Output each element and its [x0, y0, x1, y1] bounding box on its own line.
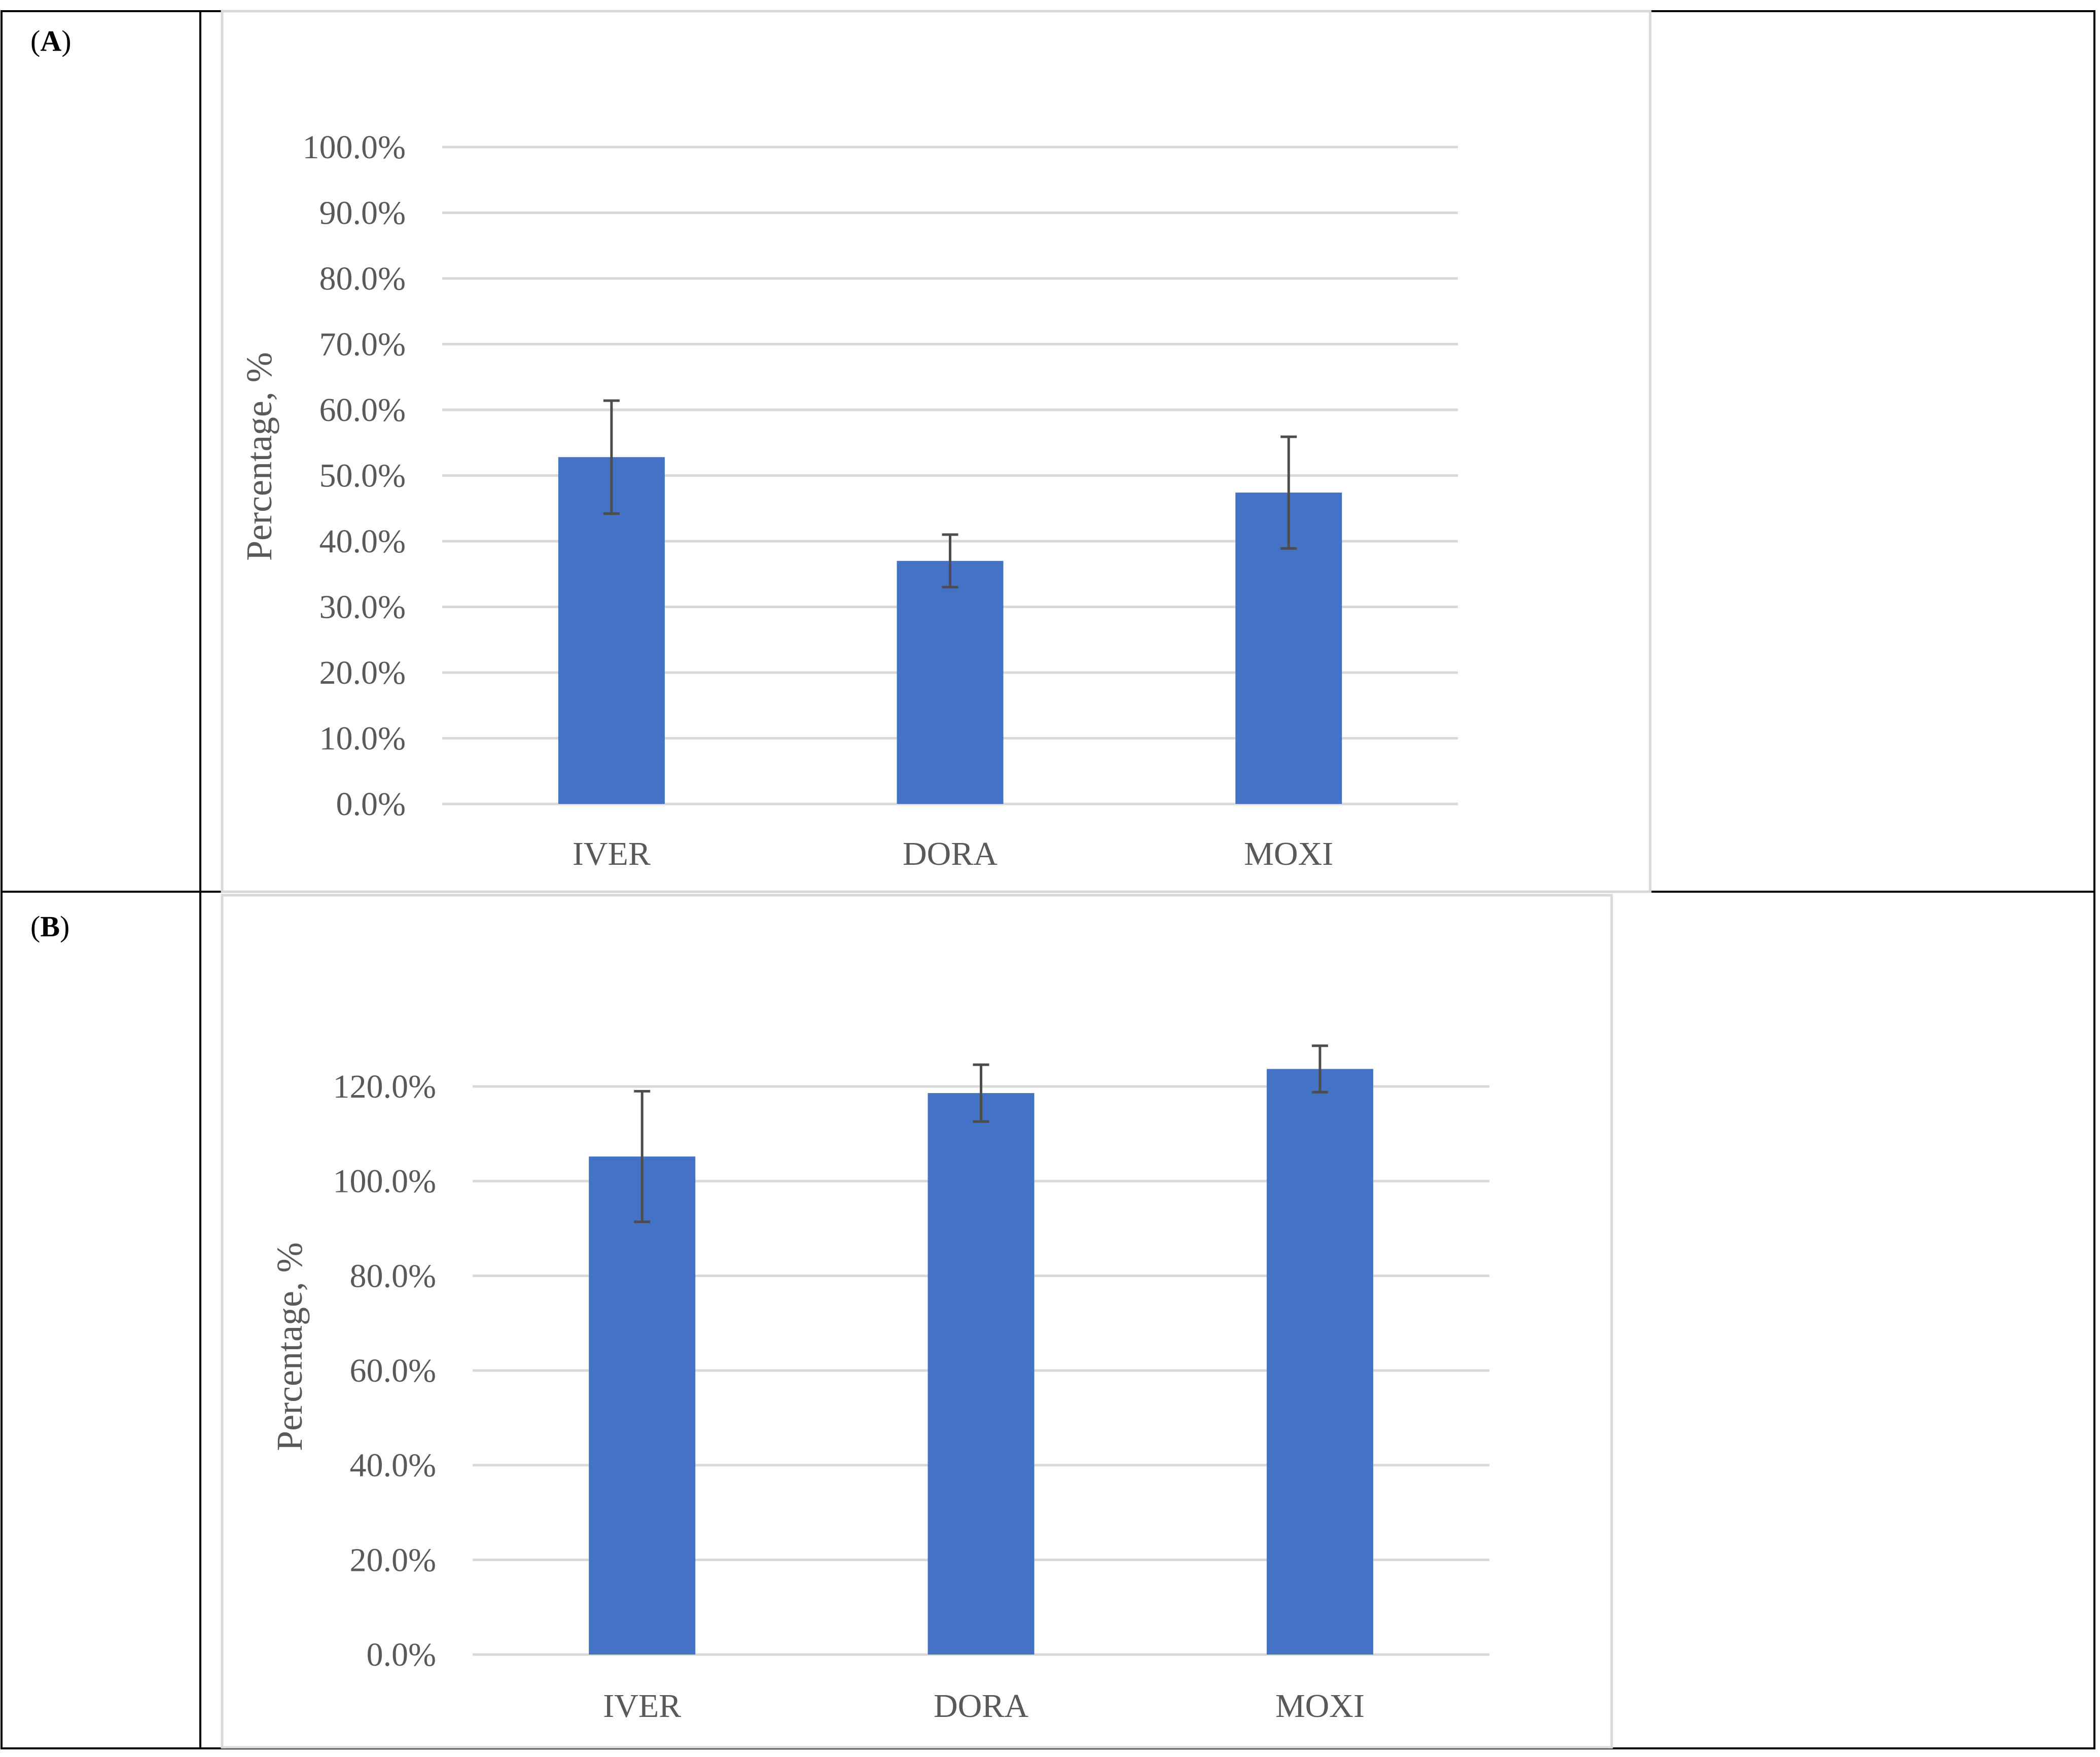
bar-dora	[897, 560, 1004, 804]
chart-a-bars	[558, 457, 1342, 804]
chart-b-bars	[589, 1069, 1373, 1655]
y-tick-label: 100.0%	[303, 129, 406, 166]
category-label-moxi: MOXI	[1275, 1688, 1365, 1725]
error-bar-moxi	[1311, 1044, 1328, 1094]
y-tick-label: 20.0%	[319, 654, 406, 691]
panel-a-letter: A	[40, 24, 61, 57]
chart-b: 0.0% 20.0% 40.0% 60.0% 80.0% 100.0% 120.0% IVE…	[221, 894, 1613, 1749]
y-tick-label: 120.0%	[333, 1068, 436, 1105]
y-tick-label: 40.0%	[350, 1447, 436, 1484]
category-label-dora: DORA	[934, 1688, 1028, 1725]
y-tick-label: 50.0%	[319, 458, 406, 495]
chart-b-area	[221, 894, 1613, 1749]
chart-a: 0.0% 10.0% 20.0% 30.0% 40.0% 50.0% 60.0% 70.0% 8…	[221, 10, 1652, 893]
bar-moxi	[1266, 1069, 1373, 1655]
chart-b-y-ticks: 0.0% 20.0% 40.0% 60.0% 80.0% 100.0% 120.0%	[333, 1068, 436, 1673]
panel-label-b: (B)	[30, 910, 69, 943]
panel-label-a: (A)	[30, 24, 72, 57]
category-label-moxi: MOXI	[1244, 835, 1333, 872]
error-bar-moxi	[1280, 435, 1297, 550]
chart-a-y-axis-label: Percentage, %	[239, 352, 279, 561]
y-tick-label: 40.0%	[319, 523, 406, 560]
category-label-iver: IVER	[603, 1688, 681, 1725]
y-tick-label: 80.0%	[319, 260, 406, 297]
y-tick-label: 70.0%	[319, 326, 406, 363]
error-bar-iver	[603, 399, 620, 515]
panel-b-letter: B	[40, 910, 60, 943]
y-tick-label: 0.0%	[367, 1636, 436, 1673]
bar-dora	[928, 1093, 1035, 1655]
y-tick-label: 80.0%	[350, 1257, 436, 1294]
category-label-iver: IVER	[573, 835, 651, 872]
error-bar-dora	[942, 533, 958, 589]
y-tick-label: 90.0%	[319, 195, 406, 232]
y-tick-label: 20.0%	[350, 1541, 436, 1578]
chart-a-categories: IVER DORA MOXI	[573, 835, 1333, 872]
y-tick-label: 60.0%	[350, 1352, 436, 1389]
error-bar-dora	[973, 1063, 989, 1123]
y-tick-label: 60.0%	[319, 392, 406, 429]
error-bar-iver	[634, 1090, 651, 1223]
y-tick-label: 0.0%	[336, 786, 406, 823]
chart-b-y-axis-label: Percentage, %	[269, 1242, 310, 1451]
category-label-dora: DORA	[903, 835, 998, 872]
y-tick-label: 10.0%	[319, 720, 406, 757]
chart-b-categories: IVER DORA MOXI	[603, 1688, 1365, 1725]
y-tick-label: 100.0%	[333, 1163, 436, 1200]
chart-a-y-ticks: 0.0% 10.0% 20.0% 30.0% 40.0% 50.0% 60.0% 70.0% 8…	[303, 129, 406, 823]
y-tick-label: 30.0%	[319, 589, 406, 626]
bar-iver	[558, 457, 665, 804]
chart-b-error-bars	[634, 1044, 1328, 1223]
bar-iver	[589, 1156, 696, 1655]
chart-a-error-bars	[603, 399, 1297, 589]
